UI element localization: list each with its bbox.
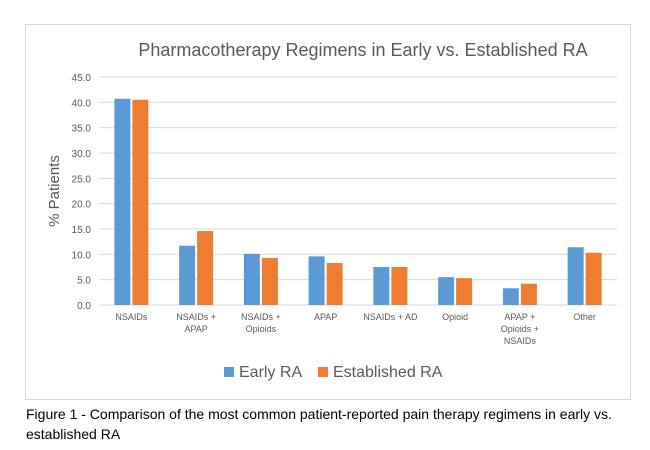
y-tick-label: 10.0 [72,250,92,261]
y-tick-label: 40.0 [72,98,92,109]
bar-established-ra [326,262,343,305]
x-tick-label: NSAIDs [504,336,537,346]
y-tick-label: 30.0 [72,149,92,160]
x-tick-label: NSAIDs + AD [363,312,418,322]
x-tick-label: Opioids + [501,324,539,334]
x-tick-label: Opioid [442,312,468,322]
bar-early-ra [438,277,455,305]
bar-established-ra [197,231,214,305]
bar-early-ra [373,267,390,305]
bar-established-ra [391,267,408,305]
y-tick-label: 0.0 [77,301,91,312]
bar-early-ra [179,245,196,305]
bar-early-ra [567,247,584,305]
x-tick-label: NSAIDs + [241,312,281,322]
x-tick-label: NSAIDs [115,312,148,322]
x-tick-label: APAP [314,312,337,322]
y-axis-title: % Patients [46,155,63,227]
bar-established-ra [261,257,278,305]
legend-label-established-ra: Established RA [333,364,443,381]
y-tick-label: 45.0 [72,73,92,84]
bar-early-ra [114,98,131,305]
y-tick-label: 25.0 [72,174,92,185]
bar-early-ra [502,288,519,305]
chart-title: Pharmacotherapy Regimens in Early vs. Es… [138,40,587,60]
legend-swatch-established-ra [318,367,328,377]
y-tick-label: 20.0 [72,200,92,211]
bar-established-ra [456,278,473,305]
y-tick-label: 35.0 [72,124,92,135]
legend-label-early-ra: Early RA [239,364,302,381]
x-tick-label: Other [573,312,596,322]
x-tick-label: Opioids [246,324,277,334]
figure-caption: Figure 1 - Comparison of the most common… [26,406,612,442]
bar-established-ra [132,99,149,305]
bar-early-ra [243,253,260,305]
bar-established-ra [585,252,602,305]
legend-swatch-early-ra [224,367,234,377]
y-tick-label: 5.0 [77,276,91,287]
chart-frame: Pharmacotherapy Regimens in Early vs. Es… [25,24,631,400]
chart: Pharmacotherapy Regimens in Early vs. Es… [46,40,617,381]
y-tick-label: 15.0 [72,225,92,236]
x-tick-label: APAP [184,324,207,334]
bar-established-ra [520,283,537,305]
x-tick-label: NSAIDs + [176,312,216,322]
x-tick-label: APAP + [504,312,535,322]
bar-early-ra [308,256,325,305]
